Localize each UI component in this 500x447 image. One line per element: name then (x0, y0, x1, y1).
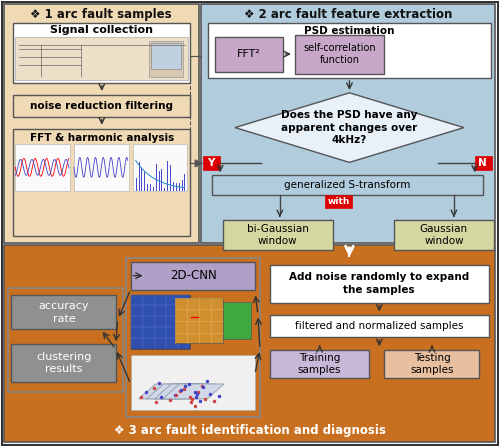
Bar (150, 43, 182, 69)
Text: FFT & harmonic analysis: FFT & harmonic analysis (30, 133, 174, 143)
Polygon shape (146, 384, 208, 399)
Bar (394, 220, 494, 250)
Bar (16, 37, 188, 80)
Text: 2D-CNN: 2D-CNN (170, 269, 216, 282)
Text: Signal collection: Signal collection (50, 25, 154, 35)
Text: Gaussian
window: Gaussian window (420, 224, 468, 246)
Polygon shape (235, 93, 464, 162)
Text: Add noise randomly to expand
the samples: Add noise randomly to expand the samples (289, 272, 470, 295)
Text: accuracy
rate: accuracy rate (39, 301, 90, 324)
Text: clustering
results: clustering results (36, 352, 92, 374)
Bar (14, 95, 190, 117)
Bar (130, 262, 255, 290)
Text: ❖ 2 arc fault feature extraction: ❖ 2 arc fault feature extraction (244, 8, 452, 21)
Bar (176, 298, 223, 343)
Text: Does the PSD have any
apparent changes over
4kHz?: Does the PSD have any apparent changes o… (281, 110, 417, 145)
Text: generalized S-transform: generalized S-transform (284, 180, 410, 190)
Text: Training
samples: Training samples (298, 353, 342, 375)
Text: PSD estimation: PSD estimation (304, 26, 394, 36)
Text: ❖ 3 arc fault identification and diagnosis: ❖ 3 arc fault identification and diagnos… (114, 424, 386, 437)
Text: ❖ 1 arc fault samples: ❖ 1 arc fault samples (30, 8, 172, 21)
Bar (270, 350, 370, 378)
Text: noise reduction filtering: noise reduction filtering (30, 101, 174, 111)
Polygon shape (162, 384, 224, 399)
Bar (223, 302, 251, 339)
Text: with: with (328, 197, 349, 206)
Text: filtered and normalized samples: filtered and normalized samples (295, 321, 464, 331)
Polygon shape (154, 384, 216, 399)
Text: bi-Gaussian
window: bi-Gaussian window (247, 224, 309, 246)
Bar (270, 265, 488, 303)
Bar (130, 295, 190, 349)
Text: FFT²: FFT² (237, 49, 261, 59)
Bar (202, 4, 494, 243)
Bar (324, 195, 352, 208)
Bar (130, 355, 255, 410)
Text: N: N (478, 158, 487, 169)
Bar (14, 129, 190, 236)
Bar (8, 287, 122, 392)
Bar (384, 350, 478, 378)
Bar (208, 23, 490, 78)
Bar (130, 295, 190, 349)
Text: Y: Y (208, 158, 215, 169)
Bar (295, 35, 384, 74)
Text: self-correlation
function: self-correlation function (303, 43, 376, 65)
Bar (132, 143, 188, 191)
Bar (16, 143, 70, 191)
Bar (270, 316, 488, 337)
Bar (126, 258, 260, 417)
Bar (223, 220, 332, 250)
Bar (215, 37, 283, 72)
Bar (12, 295, 116, 329)
Bar (204, 156, 220, 170)
Bar (474, 156, 492, 170)
Bar (74, 143, 128, 191)
Bar (14, 23, 190, 83)
Text: Testing
samples: Testing samples (410, 353, 454, 375)
Bar (212, 175, 482, 195)
Bar (148, 41, 184, 77)
Bar (4, 245, 494, 442)
Bar (4, 4, 200, 243)
Polygon shape (138, 384, 200, 399)
Bar (12, 344, 116, 382)
